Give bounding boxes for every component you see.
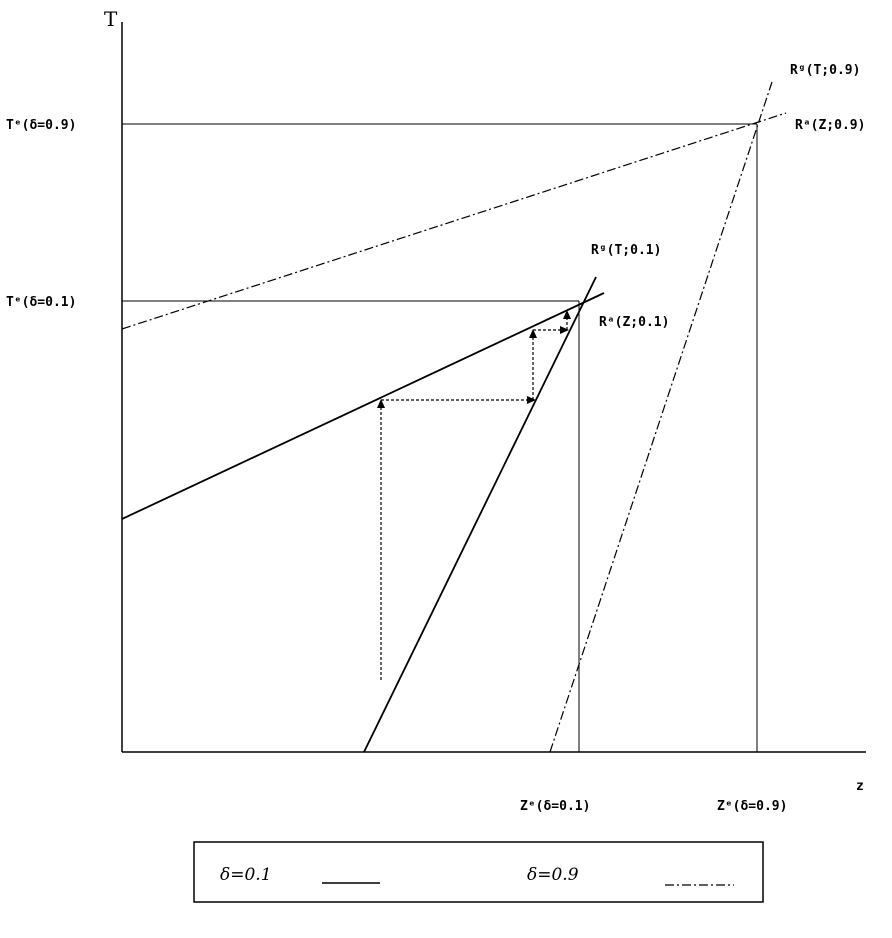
legend-label-delta-09: δ=0.9 — [527, 865, 579, 885]
ra-09-label: Rᵃ(Z;0.9) — [795, 118, 865, 133]
legend: δ=0.1 δ=0.9 — [193, 841, 764, 903]
arrowhead-right — [560, 326, 569, 334]
arrowhead-right — [527, 396, 536, 404]
te-09-label: Tᵉ(δ=0.9) — [6, 118, 76, 133]
ze-09-label: Zᵉ(δ=0.9) — [717, 799, 787, 814]
x-axis-title: z — [856, 779, 864, 794]
ra-09-line — [121, 112, 787, 330]
rg-09-line — [549, 81, 773, 753]
ze-01-label: Zᵉ(δ=0.1) — [520, 799, 590, 814]
arrowhead-up — [377, 399, 385, 408]
arrowhead-up — [563, 310, 571, 319]
arrowhead-up — [529, 329, 537, 338]
ra-01-line — [121, 292, 605, 520]
rg-01-line — [363, 276, 597, 753]
adjustment-arrowheads — [377, 310, 571, 408]
legend-label-delta-01: δ=0.1 — [220, 865, 272, 885]
te-01-label: Tᵉ(δ=0.1) — [6, 295, 76, 310]
rg-09-label: Rᵍ(T;0.9) — [790, 63, 860, 78]
legend-box — [193, 841, 764, 903]
rg-01-label: Rᵍ(T;0.1) — [591, 243, 661, 258]
y-axis-title: T — [104, 7, 118, 31]
adjustment-path — [380, 314, 568, 680]
ra-01-label: Rᵃ(Z;0.1) — [599, 315, 669, 330]
